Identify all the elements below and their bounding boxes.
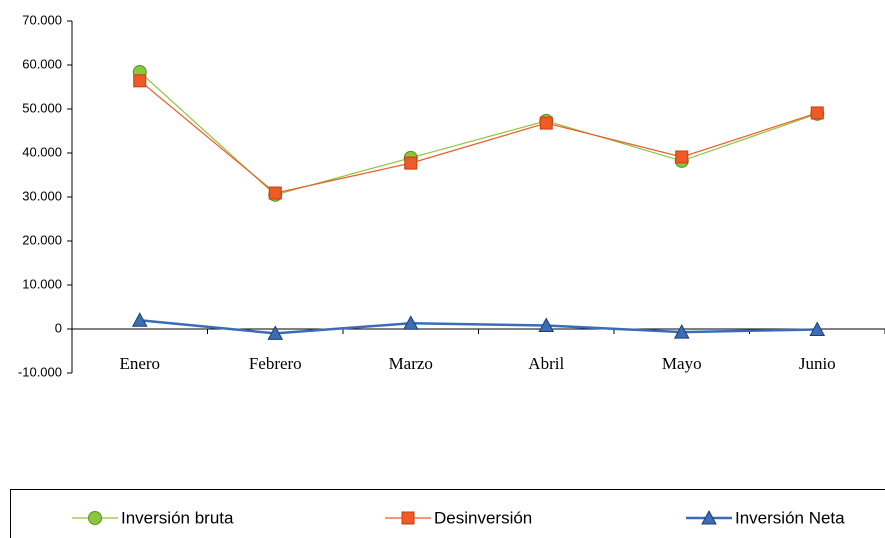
series-line <box>139 80 818 194</box>
marker <box>267 325 284 340</box>
marker <box>133 74 147 88</box>
legend-label: Inversión Neta <box>735 508 845 527</box>
legend-box <box>10 489 885 538</box>
y-tick-label: 40.000 <box>22 144 62 159</box>
y-tick-label: 50.000 <box>22 100 62 115</box>
x-tick-label: Mayo <box>662 354 702 373</box>
y-tick-label: 30.000 <box>22 188 62 203</box>
y-tick-label: 60.000 <box>22 56 62 71</box>
marker <box>131 312 148 327</box>
y-tick-label: -10.000 <box>18 364 62 379</box>
marker <box>539 116 553 130</box>
marker <box>268 186 282 200</box>
x-tick-label: Abril <box>528 354 564 373</box>
marker <box>401 511 415 525</box>
x-tick-label: Junio <box>799 354 836 373</box>
y-tick-label: 70.000 <box>22 12 62 27</box>
legend-label: Desinversión <box>434 508 532 527</box>
x-tick-label: Febrero <box>249 354 302 373</box>
marker <box>673 324 690 339</box>
x-tick-label: Marzo <box>389 354 433 373</box>
marker <box>675 150 689 164</box>
marker <box>701 509 717 525</box>
y-tick-label: 20.000 <box>22 232 62 247</box>
y-tick-label: 0 <box>55 320 62 335</box>
marker <box>88 511 102 525</box>
marker <box>809 321 826 336</box>
y-tick-label: 10.000 <box>22 276 62 291</box>
legend-label: Inversión bruta <box>121 508 234 527</box>
series-line <box>139 318 818 335</box>
marker <box>404 156 418 170</box>
series-line <box>139 71 818 196</box>
marker <box>402 315 419 330</box>
marker <box>810 106 824 120</box>
x-tick-label: Enero <box>119 354 160 373</box>
marker <box>538 317 555 332</box>
